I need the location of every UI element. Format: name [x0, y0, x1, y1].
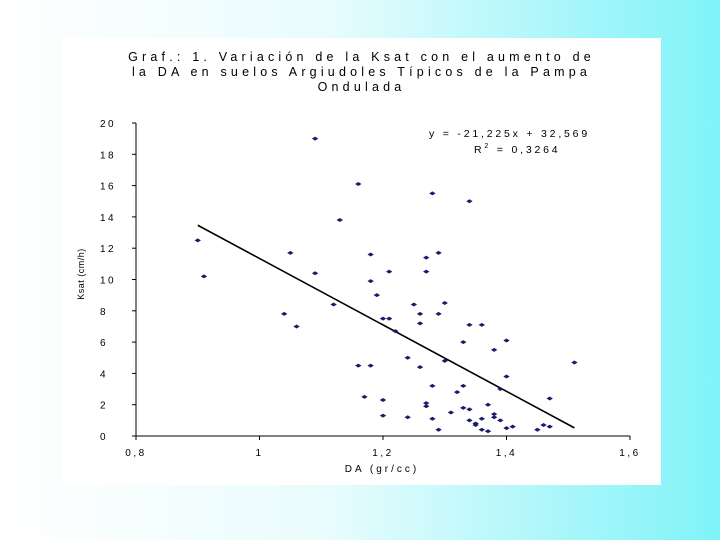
data-point — [404, 415, 411, 420]
y-tick-label: 12 — [100, 244, 116, 255]
data-point — [293, 324, 300, 329]
data-point — [466, 407, 473, 412]
y-tick-label: 14 — [100, 213, 116, 224]
data-point — [385, 316, 393, 321]
data-point — [441, 300, 448, 305]
data-point — [423, 404, 430, 409]
data-point — [460, 383, 467, 388]
data-point — [287, 250, 294, 255]
data-point — [416, 321, 424, 326]
data-point — [330, 302, 337, 307]
data-point — [503, 374, 510, 379]
data-point — [460, 340, 467, 345]
data-point — [453, 390, 461, 395]
chart-panel: Graf.: 1. Variación de la Ksat con el au… — [62, 38, 661, 485]
x-tick-label: 1,2 — [372, 448, 393, 459]
data-point — [379, 316, 387, 321]
data-point — [423, 255, 430, 260]
data-point — [410, 302, 418, 307]
data-point — [546, 396, 553, 401]
data-point — [404, 355, 411, 360]
data-point — [503, 338, 510, 343]
data-point — [466, 199, 473, 204]
data-point — [355, 182, 362, 187]
data-point — [478, 416, 485, 421]
data-point — [484, 429, 492, 434]
data-point — [429, 416, 436, 421]
data-point — [423, 269, 430, 274]
data-point — [416, 311, 424, 316]
data-point — [429, 191, 436, 196]
trendline — [197, 224, 575, 429]
data-point — [373, 293, 381, 298]
y-tick-label: 18 — [100, 150, 116, 161]
trendline-equation: y = -21,225x + 32,569 — [429, 128, 590, 140]
data-point — [423, 401, 430, 406]
y-tick-label: 10 — [100, 276, 116, 287]
chart-title: Graf.: 1. Variación de la Ksat con el au… — [62, 50, 661, 95]
y-tick-label: 16 — [100, 182, 116, 193]
data-point — [503, 426, 510, 431]
y-tick-label: 20 — [100, 119, 116, 130]
y-tick-label: 6 — [100, 338, 108, 349]
data-point — [466, 322, 473, 327]
data-point — [336, 218, 343, 223]
data-point — [355, 363, 362, 368]
data-point — [416, 365, 424, 370]
y-tick-label: 2 — [100, 401, 108, 412]
data-point — [435, 250, 442, 255]
data-point — [472, 421, 479, 426]
chart-title-line-2: la DA en suelos Argiudoles Típicos de la… — [131, 65, 592, 79]
data-point — [361, 394, 368, 399]
data-point — [478, 427, 485, 432]
chart-title-line-3: Ondulada — [317, 80, 406, 94]
data-point — [540, 423, 547, 428]
data-point — [435, 427, 442, 432]
x-tick-label: 1,4 — [496, 448, 517, 459]
data-point — [466, 418, 473, 423]
data-point — [311, 271, 319, 276]
data-point — [435, 311, 442, 316]
data-point — [460, 405, 467, 410]
data-point — [281, 311, 288, 316]
x-tick-label: 0,8 — [125, 448, 146, 459]
data-point — [392, 329, 399, 334]
x-axis-title: DA (gr/cc) — [345, 464, 419, 475]
data-point — [367, 279, 374, 284]
data-point — [367, 252, 374, 257]
data-point — [447, 410, 455, 415]
x-tick-label: 1 — [255, 448, 263, 459]
data-point — [194, 238, 201, 243]
data-point — [490, 347, 498, 352]
data-point — [441, 358, 448, 363]
chart-title-line-1: Graf.: 1. Variación de la Ksat con el au… — [128, 50, 595, 64]
y-tick-label: 8 — [100, 307, 108, 318]
data-point — [478, 322, 485, 327]
data-point — [571, 360, 578, 365]
data-point — [379, 398, 387, 403]
data-point — [200, 274, 208, 279]
scatter-plot: 0 2 4 6 8 10 12 14 16 18 20 0,8 1 1,2 1,4 1,6 y = -21,… — [76, 119, 640, 475]
data-point — [546, 424, 553, 429]
data-point — [429, 383, 436, 388]
data-point — [497, 387, 504, 392]
r-squared-label: R2 = 0,3264 — [474, 143, 560, 156]
data-point — [497, 418, 504, 423]
r-squared-superscript: 2 — [484, 143, 491, 150]
data-point — [490, 412, 498, 417]
data-point — [367, 363, 374, 368]
r-squared-value: = 0,3264 — [491, 144, 560, 156]
x-tick-label: 1,6 — [619, 448, 640, 459]
data-point — [490, 415, 498, 420]
y-tick-label: 4 — [100, 369, 108, 380]
data-point — [509, 424, 516, 429]
data-point — [379, 413, 387, 418]
data-point — [311, 136, 319, 141]
data-point — [484, 402, 492, 407]
data-point — [385, 269, 393, 274]
y-axis-title: Ksat (cm/h) — [76, 248, 86, 300]
y-tick-label: 0 — [100, 432, 108, 443]
data-point — [534, 427, 541, 432]
r-squared-prefix: R — [474, 144, 484, 156]
